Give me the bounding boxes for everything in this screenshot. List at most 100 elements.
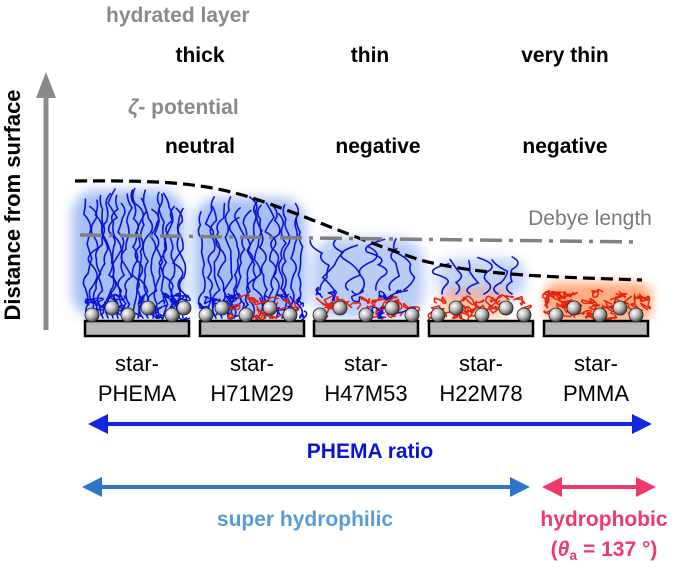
hydrophobic-chain (541, 291, 557, 300)
silica-core (516, 307, 532, 323)
silica-core (176, 300, 192, 316)
zeta-text: - potential (138, 96, 238, 119)
contact-angle-open: ( (551, 538, 558, 561)
substrate-5 (542, 319, 650, 338)
distance-axis-arrowhead (36, 72, 56, 98)
debye-length-line (79, 233, 641, 244)
substrates (83, 319, 650, 338)
hydrophilic-chain (155, 310, 170, 320)
hydrophobic-chain (248, 296, 280, 306)
hydrophilic-chain (431, 263, 450, 295)
zeta-potential-header: ζ- potential (128, 96, 239, 119)
hydrophilic-chain (222, 196, 234, 319)
silica-core (548, 307, 564, 323)
silica-core (358, 307, 374, 323)
silica-core (282, 307, 298, 323)
sample-2-line2: H71M29 (210, 381, 293, 406)
hydrophilic-chain (377, 307, 394, 320)
sample-1-line2: PHEMA (98, 381, 177, 406)
hydrophobic-chain (478, 296, 500, 310)
hydrophilic-chain (365, 238, 388, 291)
hydrophobic-chain (513, 296, 526, 306)
substrate-4 (427, 319, 535, 338)
hydrophilic-chain (358, 245, 378, 291)
hydrophilic-chain (211, 298, 224, 310)
hydrophilic-chain (298, 310, 308, 323)
hydrophilic-chain (350, 289, 364, 303)
hydrophilic-chain (84, 298, 96, 306)
hydrophobic-chain (605, 310, 618, 321)
silica-core (612, 300, 628, 316)
sample-3-line2: H47M53 (324, 381, 407, 406)
hydrophobic-chain (267, 312, 284, 320)
contact-angle-symbol: θ (558, 538, 570, 561)
hydrophilic-chain (270, 205, 281, 319)
hydrophobic-chain (228, 303, 241, 311)
contact-angle-label: (θa = 137 °) (551, 538, 658, 563)
debye-length-label: Debye length (528, 207, 652, 230)
hydrophilic-chain (252, 200, 264, 319)
zeta-symbol: ζ (128, 96, 140, 119)
hydrophilic-chain (153, 191, 164, 319)
hydrophilic-chain (158, 193, 169, 319)
hydrophilic-chain (388, 247, 401, 291)
phema-ratio-label: PHEMA ratio (307, 440, 433, 463)
silica-core (104, 300, 120, 316)
silica-core (164, 307, 180, 323)
hydrophobic-chain (369, 301, 389, 316)
hydrophilic-chain (491, 259, 509, 295)
potential-level-2: negative (335, 135, 420, 158)
silica-core (566, 300, 582, 316)
hydrophilic-chain (294, 202, 304, 319)
silica-core (628, 307, 644, 323)
hydrophobic-chain (433, 295, 447, 304)
silica-core (474, 307, 490, 323)
hydrated-layer-header: hydrated layer (106, 4, 250, 27)
sample-2-line1: star- (230, 351, 274, 376)
hydrophobic-chain (591, 289, 604, 298)
hydrophilic-chain (371, 306, 385, 317)
silica-core (312, 307, 328, 323)
sample-5-line2: PMMA (563, 381, 629, 406)
silica-core (430, 307, 446, 323)
hydrophobic-chain (484, 295, 503, 310)
hydrophobic-chain (555, 293, 570, 308)
silica-core (140, 300, 156, 316)
hydration-level-1: thick (175, 44, 224, 67)
hydration-level-2: thin (351, 44, 389, 67)
silica-core (214, 300, 230, 316)
hydrophilic-chain (289, 213, 300, 319)
hydrophilic-chain (101, 192, 115, 319)
potential-level-3: negative (522, 135, 607, 158)
hydrophilic-chain (276, 293, 290, 302)
hydrophilic-chain (146, 208, 160, 319)
hydrophilic-chain (466, 259, 480, 295)
hydrophilic-chain (90, 298, 106, 316)
silica-core (404, 307, 420, 323)
hydrophilic-chain (289, 295, 305, 307)
sample-4-line2: H22M78 (439, 381, 522, 406)
hydrophobic-chain (581, 297, 601, 308)
contact-angle-subscript: a (569, 547, 577, 563)
substrate-2 (198, 319, 306, 338)
hydrophilic-chain (242, 209, 254, 319)
hydrophobic-chain (336, 295, 362, 310)
hydrophilic-chain (321, 239, 345, 291)
hydrophilic-chain (170, 293, 191, 305)
silica-core (120, 307, 136, 323)
sample-5-line1: star- (574, 351, 618, 376)
hydrated-layer-boundary (74, 179, 643, 282)
hydrophilic-chain (477, 256, 493, 295)
silica-core (198, 307, 214, 323)
silica-core (384, 300, 400, 316)
hydrophilic-label: super hydrophilic (217, 508, 394, 531)
silica-core (84, 307, 100, 323)
hydrophilic-chain (197, 211, 206, 319)
hydrophilic-chain (107, 293, 127, 302)
hydrophilic-chain (309, 240, 331, 291)
silica-core (238, 307, 254, 323)
hydrophilic-chain (148, 305, 163, 314)
hydrophobic-chain (227, 312, 235, 320)
hydrophobic-chain (638, 293, 652, 311)
